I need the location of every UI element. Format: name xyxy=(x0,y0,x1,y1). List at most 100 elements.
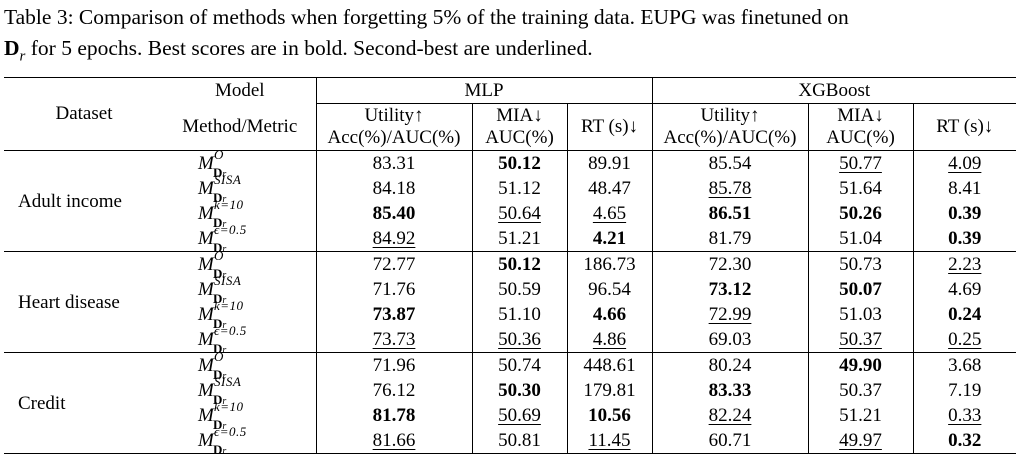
header-mlp-utility: Utility↑ Acc(%)/AUC(%) xyxy=(315,103,472,151)
cell-xgb-rt: 0.25 xyxy=(912,327,1016,353)
cell-mlp-mia: 51.10 xyxy=(471,302,567,327)
table-caption: Table 3: Comparison of methods when forg… xyxy=(4,2,1016,72)
cell-mlp-rt: 4.21 xyxy=(566,226,652,252)
cell-xgb-mia: 49.90 xyxy=(807,352,913,378)
table-row: Credit M O Dr 71.96 50.74 448.61 80.24 49.90 3.68 xyxy=(4,349,1016,454)
caption-text-2: for 5 epochs. Best scores are in bold. S… xyxy=(25,36,593,60)
cell-mlp-utility: 73.87 xyxy=(315,302,472,327)
dataset-name: Credit xyxy=(4,352,164,454)
cell-xgb-utility: 86.51 xyxy=(651,201,808,226)
header-method-metric: Method/Metric xyxy=(182,115,298,137)
cell-xgb-mia: 49.97 xyxy=(807,428,913,454)
table-body: Adult income M O Dr 83.31 50.12 89.91 85.54 50.7… xyxy=(4,147,1016,457)
cell-xgb-rt: 4.69 xyxy=(912,277,1016,302)
method-label: M O Dr xyxy=(164,248,316,281)
cell-mlp-utility: 71.76 xyxy=(315,277,472,302)
cell-xgb-utility: 69.03 xyxy=(651,327,808,353)
cell-mlp-utility: 85.40 xyxy=(315,201,472,226)
table-row: M SISA Dr 71.76 50.59 96.54 73.12 50.07 4.69 xyxy=(4,273,1016,306)
cell-mlp-mia: 51.12 xyxy=(471,176,567,201)
table-row: Adult income M O Dr 83.31 50.12 89.91 85.54 50.7… xyxy=(4,147,1016,252)
cell-mlp-rt: 48.47 xyxy=(566,176,652,201)
cell-mlp-utility: 84.18 xyxy=(315,176,472,201)
cell-xgb-rt: 4.09 xyxy=(912,150,1016,176)
cell-xgb-rt: 8.41 xyxy=(912,176,1016,201)
cell-xgb-mia: 50.07 xyxy=(807,277,913,302)
cell-xgb-utility: 81.79 xyxy=(651,226,808,252)
cell-xgb-rt: 3.68 xyxy=(912,352,1016,378)
table-row: Heart disease M O Dr 72.77 50.12 186.73 72.30 50… xyxy=(4,248,1016,353)
header-mlp-rt: RT (s)↓ xyxy=(566,103,652,151)
table-row: M SISA Dr 84.18 51.12 48.47 85.78 51.64 8.41 xyxy=(4,172,1016,205)
cell-mlp-rt: 186.73 xyxy=(566,251,652,277)
cell-mlp-mia: 50.59 xyxy=(471,277,567,302)
cell-mlp-utility: 76.12 xyxy=(315,378,472,403)
caption-text-1: Table 3: Comparison of methods when forg… xyxy=(4,5,849,29)
header-xgb-utility: Utility↑ Acc(%)/AUC(%) xyxy=(651,103,808,151)
cell-mlp-mia: 50.74 xyxy=(471,352,567,378)
caption-dr-subscript: r xyxy=(19,48,26,65)
header-mlp-mia: MIA↓ AUC(%) xyxy=(471,103,567,151)
table-row: M SISA Dr 76.12 50.30 179.81 83.33 50.37 7.19 xyxy=(4,374,1016,407)
header-model: Model xyxy=(164,77,316,104)
cell-xgb-mia: 50.37 xyxy=(807,327,913,353)
cell-xgb-utility: 85.54 xyxy=(651,150,808,176)
cell-xgb-utility: 85.78 xyxy=(651,176,808,201)
cell-mlp-rt: 179.81 xyxy=(566,378,652,403)
cell-mlp-rt: 4.86 xyxy=(566,327,652,353)
method-label: M SISA Dr xyxy=(198,374,242,407)
cell-mlp-mia: 50.81 xyxy=(471,428,567,454)
dataset-name: Heart disease xyxy=(4,251,164,353)
cell-xgb-mia: 51.04 xyxy=(807,226,913,252)
method-label: M SISA Dr xyxy=(198,273,242,306)
cell-xgb-rt: 7.19 xyxy=(912,378,1016,403)
cell-mlp-mia: 50.69 xyxy=(471,403,567,428)
cell-xgb-mia: 51.03 xyxy=(807,302,913,327)
cell-mlp-utility: 81.78 xyxy=(315,403,472,428)
cell-xgb-mia: 50.37 xyxy=(807,378,913,403)
cell-mlp-rt: 4.65 xyxy=(566,201,652,226)
caption-dr-symbol: D xyxy=(4,36,20,60)
cell-xgb-utility: 60.71 xyxy=(651,428,808,454)
header-group-mlp: MLP xyxy=(315,77,652,104)
cell-mlp-utility: 72.77 xyxy=(315,251,472,277)
cell-mlp-mia: 50.12 xyxy=(471,150,567,176)
cell-mlp-mia: 50.30 xyxy=(471,378,567,403)
cell-mlp-utility: 84.92 xyxy=(315,226,472,252)
header-xgb-mia: MIA↓ AUC(%) xyxy=(807,103,913,151)
header-dataset: Dataset xyxy=(4,77,164,151)
dataset-name: Adult income xyxy=(4,150,164,252)
header-xgb-rt: RT (s)↓ xyxy=(912,103,1016,151)
cell-mlp-mia: 50.36 xyxy=(471,327,567,353)
cell-mlp-utility: 73.73 xyxy=(315,327,472,353)
cell-mlp-rt: 96.54 xyxy=(566,277,652,302)
cell-xgb-mia: 50.26 xyxy=(807,201,913,226)
cell-xgb-mia: 50.73 xyxy=(807,251,913,277)
cell-xgb-rt: 0.33 xyxy=(912,403,1016,428)
cell-mlp-mia: 50.12 xyxy=(471,251,567,277)
cell-xgb-rt: 0.24 xyxy=(912,302,1016,327)
cell-mlp-rt: 10.56 xyxy=(566,403,652,428)
method-label: M O Dr xyxy=(164,349,316,382)
method-label: M O Dr xyxy=(164,147,316,180)
results-table: Dataset Model MLP XGBoost Method/Metric … xyxy=(4,77,1016,457)
method-label: M SISA Dr xyxy=(198,172,242,205)
cell-xgb-rt: 0.32 xyxy=(912,428,1016,454)
cell-xgb-mia: 51.64 xyxy=(807,176,913,201)
cell-xgb-mia: 50.77 xyxy=(807,150,913,176)
cell-mlp-rt: 448.61 xyxy=(566,352,652,378)
cell-xgb-utility: 72.99 xyxy=(651,302,808,327)
cell-mlp-utility: 81.66 xyxy=(315,428,472,454)
cell-xgb-utility: 82.24 xyxy=(651,403,808,428)
cell-xgb-utility: 83.33 xyxy=(651,378,808,403)
